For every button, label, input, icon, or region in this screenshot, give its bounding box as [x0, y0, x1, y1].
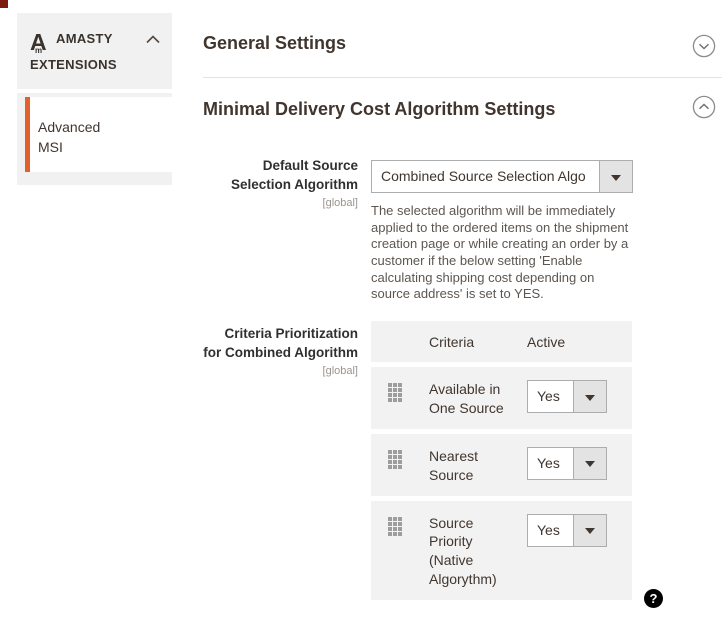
criteria-row-nearest-source: Nearest Source Yes	[371, 433, 632, 496]
column-header-active: Active	[527, 333, 566, 350]
active-select-value: Yes	[537, 454, 560, 471]
drag-column	[371, 380, 429, 418]
active-select[interactable]: Yes	[527, 513, 607, 547]
default-algorithm-select[interactable]: Combined Source Selection Algo	[371, 160, 633, 193]
field-label-text: Default Source Selection Algorithm	[230, 158, 358, 192]
field-scope-global: [global]	[322, 196, 358, 209]
select-dropdown-arrow-icon[interactable]	[573, 447, 606, 479]
field-label-default-source-selection: Default Source Selection Algorithm [glob…	[203, 157, 358, 209]
criteria-cell: Available in One Source	[429, 381, 504, 416]
criteria-cell: Source Priority (Native Algorythm)	[429, 514, 497, 588]
corner-marker	[0, 0, 8, 8]
active-select[interactable]: Yes	[527, 446, 607, 480]
section-title-general-settings[interactable]: General Settings	[203, 33, 347, 53]
chevron-up-circle-icon[interactable]	[692, 95, 716, 119]
criteria-row-available-in-one-source: Available in One Source Yes	[371, 367, 632, 429]
field-scope-global: [global]	[322, 364, 358, 377]
active-select[interactable]: Yes	[527, 380, 607, 413]
drag-column	[371, 514, 429, 590]
field-label-criteria-prioritization: Criteria Prioritization for Combined Alg…	[203, 325, 358, 377]
sidebar-title-label: AMASTY EXTENSIONS	[30, 31, 117, 72]
section-title-minimal-delivery-cost[interactable]: Minimal Delivery Cost Algorithm Settings	[203, 99, 556, 119]
drag-column	[371, 447, 429, 485]
select-dropdown-arrow-icon[interactable]	[599, 161, 632, 192]
drag-handle-icon[interactable]	[388, 516, 402, 536]
drag-handle-icon[interactable]	[388, 383, 402, 402]
section-divider	[203, 77, 722, 78]
field-label-text: Criteria Prioritization for Combined Alg…	[203, 326, 358, 360]
chevron-up-icon[interactable]	[146, 35, 160, 44]
help-icon[interactable]: ?	[644, 589, 663, 608]
active-select-value: Yes	[537, 388, 560, 404]
chevron-down-circle-icon[interactable]	[692, 34, 716, 58]
drag-handle-icon[interactable]	[388, 449, 402, 469]
sidebar-item-label: Advanced MSI	[38, 119, 101, 155]
criteria-table-header: Criteria Active	[371, 321, 632, 362]
column-header-criteria: Criteria	[429, 333, 475, 350]
criteria-cell: Nearest Source	[429, 447, 479, 483]
active-select-value: Yes	[537, 521, 560, 538]
select-dropdown-arrow-icon[interactable]	[573, 381, 606, 412]
select-dropdown-arrow-icon[interactable]	[573, 514, 606, 546]
default-algorithm-select-value: Combined Source Selection Algo	[381, 168, 586, 184]
criteria-row-source-priority: Source Priority (Native Algorythm) Yes	[371, 500, 632, 601]
criteria-prioritization-table: Criteria Active Available in One Source …	[371, 321, 632, 601]
default-algorithm-note: The selected algorithm will be immediate…	[371, 203, 629, 302]
sidebar-item-advanced-msi[interactable]: Advanced MSI	[25, 97, 172, 172]
